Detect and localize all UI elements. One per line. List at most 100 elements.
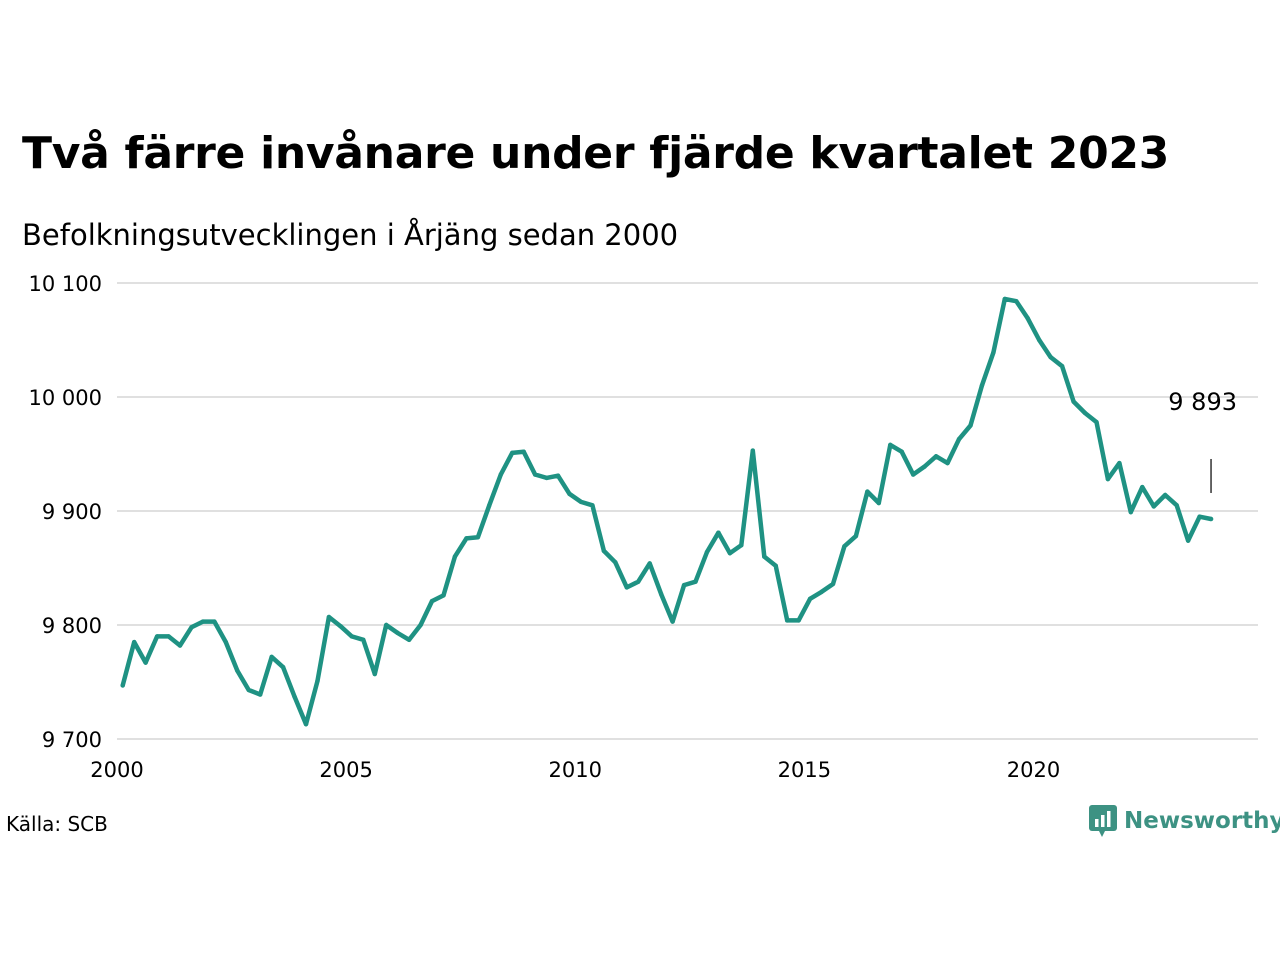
data-point <box>750 448 755 453</box>
y-tick-label: 10 000 <box>29 386 102 410</box>
data-point <box>567 491 572 497</box>
data-point <box>1163 492 1168 498</box>
source-note: Källa: SCB <box>6 812 108 836</box>
data-point <box>956 436 962 442</box>
data-point <box>532 472 538 477</box>
data-point <box>429 598 435 604</box>
data-point <box>246 687 251 693</box>
data-point <box>154 634 160 639</box>
data-point <box>888 442 893 448</box>
data-point <box>315 678 320 684</box>
data-point <box>257 692 263 697</box>
data-point <box>1094 419 1099 425</box>
series-line <box>120 296 1214 727</box>
data-point <box>796 618 801 623</box>
data-point <box>1128 509 1134 515</box>
end-value-label: 9 893 <box>1168 388 1237 416</box>
x-axis-ticks: 2000 2005 2010 2015 2020 <box>90 758 1060 782</box>
data-point <box>842 544 847 549</box>
data-point <box>945 460 950 466</box>
data-point <box>418 622 423 628</box>
y-tick-label: 9 900 <box>42 500 102 524</box>
data-point <box>384 622 389 628</box>
data-point <box>395 630 400 636</box>
data-point <box>326 614 332 620</box>
data-point <box>292 694 297 700</box>
data-point <box>899 449 904 454</box>
data-point <box>487 503 492 508</box>
brand-logo: Newsworthy <box>1088 804 1280 838</box>
data-point <box>1197 514 1202 519</box>
data-point <box>189 625 194 630</box>
data-point <box>727 550 733 556</box>
data-point <box>601 548 607 554</box>
data-point <box>120 683 125 688</box>
data-point <box>979 383 985 388</box>
x-tick-label: 2020 <box>1007 758 1060 782</box>
data-point <box>1185 538 1191 543</box>
data-point <box>647 561 652 566</box>
data-point <box>544 475 549 481</box>
x-tick-label: 2010 <box>549 758 602 782</box>
data-point <box>1059 364 1065 369</box>
data-point <box>922 464 927 469</box>
data-point <box>223 639 229 645</box>
data-point <box>624 585 629 590</box>
data-point <box>475 535 481 540</box>
data-point <box>235 668 240 673</box>
chart-title: Två färre invånare under fjärde kvartale… <box>22 128 1170 179</box>
data-point <box>762 554 767 559</box>
data-point <box>441 593 446 598</box>
data-point <box>693 579 698 584</box>
y-tick-label: 9 700 <box>42 728 102 752</box>
data-point <box>681 582 687 588</box>
data-point <box>372 671 377 677</box>
data-point <box>716 530 721 535</box>
data-point <box>464 536 469 541</box>
data-point <box>830 581 836 587</box>
data-point <box>784 618 790 623</box>
line-chart: 9 700 9 800 9 900 10 000 10 100 2000 2005 2010… <box>29 272 1258 782</box>
data-point <box>212 619 217 624</box>
data-point <box>177 643 183 648</box>
data-point <box>1082 410 1088 416</box>
data-point <box>658 592 664 597</box>
data-point <box>933 454 939 459</box>
newsworthy-logo-icon <box>1089 805 1117 837</box>
data-point <box>349 634 355 639</box>
data-point <box>1071 399 1076 404</box>
data-point <box>280 664 286 670</box>
data-point <box>555 473 561 478</box>
data-point <box>910 472 916 477</box>
y-tick-label: 9 800 <box>42 614 102 638</box>
x-tick-label: 2015 <box>778 758 831 782</box>
data-point <box>1140 484 1145 490</box>
data-point <box>613 560 618 565</box>
data-point <box>498 472 503 477</box>
data-point <box>1208 516 1214 522</box>
data-point <box>636 579 641 584</box>
y-axis-ticks: 9 700 9 800 9 900 10 000 10 100 <box>29 272 102 752</box>
data-point <box>521 449 526 454</box>
data-point <box>452 554 458 559</box>
data-point <box>1117 460 1122 466</box>
data-point <box>819 589 824 595</box>
data-point <box>1048 354 1053 360</box>
data-point <box>1025 316 1030 321</box>
data-point <box>968 423 973 428</box>
y-tick-label: 10 100 <box>29 272 102 296</box>
data-point <box>361 637 366 643</box>
data-point <box>1002 296 1008 302</box>
data-point <box>166 634 171 639</box>
data-point <box>865 489 870 494</box>
data-point <box>1014 299 1019 304</box>
data-point <box>590 503 595 508</box>
data-point <box>406 637 412 643</box>
data-point <box>269 654 274 660</box>
chart-subtitle: Befolkningsutvecklingen i Årjäng sedan 2… <box>22 218 679 252</box>
data-point <box>739 543 744 548</box>
data-point <box>1036 337 1042 343</box>
data-point <box>1105 476 1111 482</box>
data-point <box>200 619 206 624</box>
data-point <box>338 623 343 629</box>
